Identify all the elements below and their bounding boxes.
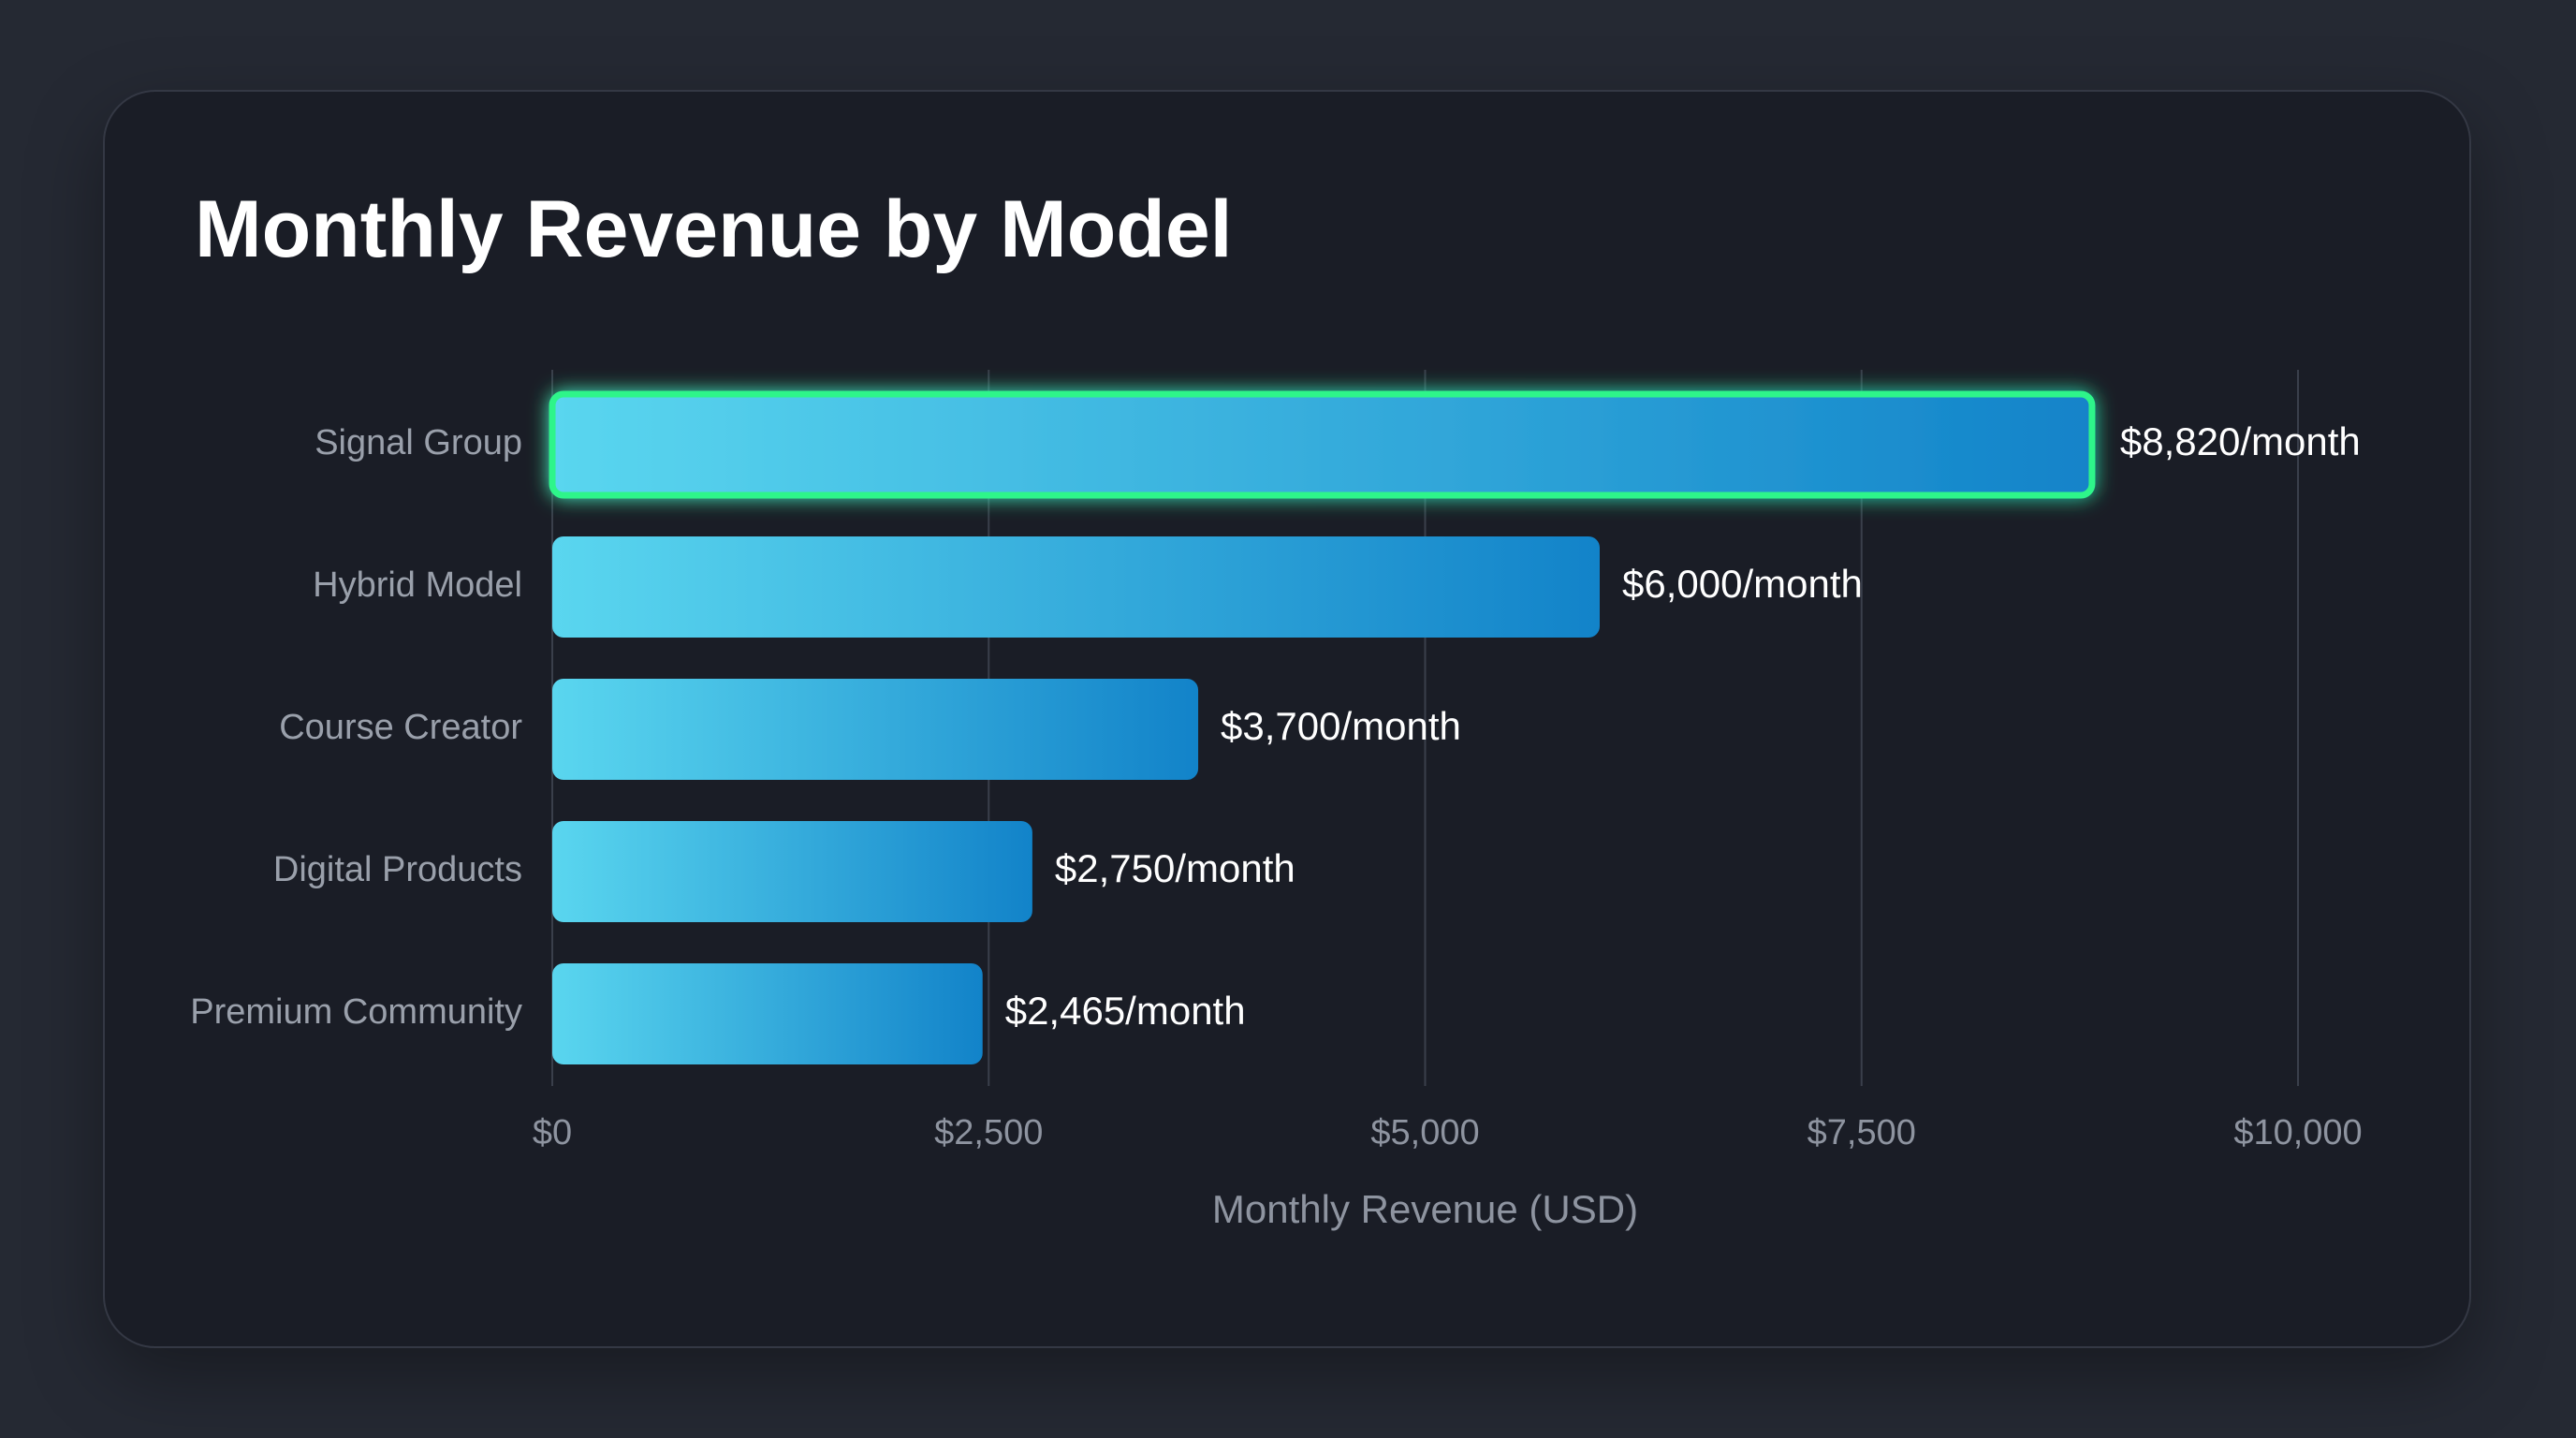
value-label: $2,750/month xyxy=(1055,846,1295,890)
chart-title: Monthly Revenue by Model xyxy=(195,184,1233,274)
category-label: Premium Community xyxy=(190,992,522,1032)
bar-highlighted xyxy=(549,390,2096,499)
x-tick-label: $0 xyxy=(533,1113,572,1152)
x-tick-label: $5,000 xyxy=(1370,1113,1479,1152)
value-label: $2,465/month xyxy=(1005,989,1246,1033)
labels: $0 $2,500 $5,000 $7,500 $10,000 Signal Group $… xyxy=(190,419,2362,1152)
chart-card xyxy=(103,90,2471,1348)
x-axis-title: Monthly Revenue (USD) xyxy=(1212,1187,1638,1231)
bar xyxy=(552,821,1032,922)
x-tick-label: $2,500 xyxy=(934,1113,1043,1152)
category-label: Digital Products xyxy=(273,850,522,889)
x-tick-label: $7,500 xyxy=(1808,1113,1916,1152)
x-tick-label: $10,000 xyxy=(2233,1113,2362,1152)
bars xyxy=(549,390,2096,1064)
value-label: $3,700/month xyxy=(1221,704,1461,748)
bar xyxy=(552,963,983,1064)
value-label: $6,000/month xyxy=(1622,562,1863,606)
category-label: Hybrid Model xyxy=(313,565,522,605)
category-label: Course Creator xyxy=(279,708,522,747)
category-label: Signal Group xyxy=(315,423,522,462)
value-label: $8,820/month xyxy=(2120,419,2361,463)
bar xyxy=(552,536,1600,638)
bar xyxy=(552,679,1199,780)
